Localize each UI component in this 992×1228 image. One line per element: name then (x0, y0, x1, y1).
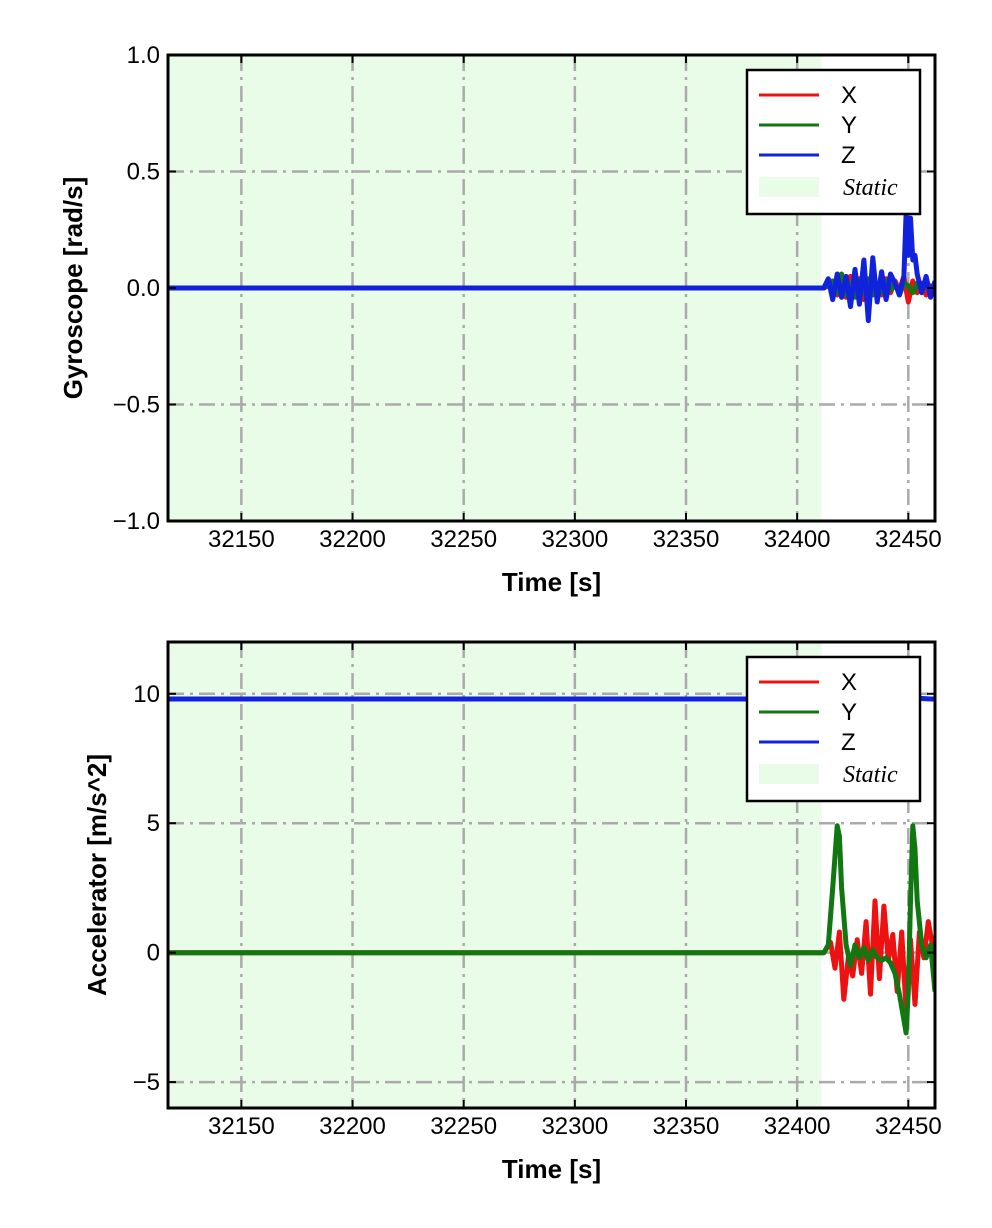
y-tick-label: −0.5 (113, 392, 160, 419)
x-tick-label: 32250 (430, 526, 497, 553)
y-tick-label: 5 (147, 810, 160, 837)
legend-label-static: Static (843, 175, 898, 201)
tick-marks (168, 54, 935, 522)
x-tick-label: 32450 (875, 1113, 942, 1140)
x-tick-label: 32300 (541, 526, 608, 553)
y-tick-label: 1.0 (127, 42, 160, 69)
legend-label-x: X (841, 669, 857, 696)
x-tick-label: 32350 (653, 1113, 720, 1140)
x-tick-labels: 32150 32200 32250 32300 32350 32400 3245… (208, 526, 942, 553)
x-axis-label: Time [s] (502, 567, 601, 597)
legend: X Y Z Static (745, 68, 922, 216)
axes-frame (166, 640, 937, 1110)
legend-label-z: Z (841, 729, 856, 756)
y-tick-label: 0.0 (127, 275, 160, 302)
accelerometer-chart: 32150 32200 32250 32300 32350 32400 3245… (82, 640, 942, 1184)
y-tick-label: 10 (133, 681, 160, 708)
legend-label-y: Y (841, 112, 857, 139)
y-tick-labels: −1.0 −0.5 0.0 0.5 1.0 (113, 42, 160, 535)
x-tick-label: 32450 (875, 526, 942, 553)
legend-label-x: X (841, 82, 857, 109)
legend-label-y: Y (841, 699, 857, 726)
y-tick-label: 0.5 (127, 159, 160, 186)
y-tick-label: −1.0 (113, 508, 160, 535)
legend-label-z: Z (841, 142, 856, 169)
gyroscope-chart: 32150 32200 32250 32300 32350 32400 3245… (58, 42, 942, 597)
legend: X Y Z Static (745, 655, 922, 803)
series-line-x (168, 898, 935, 1013)
y-axis-label: Gyroscope [rad/s] (58, 177, 88, 400)
x-tick-label: 32150 (208, 1113, 275, 1140)
x-tick-labels: 32150 32200 32250 32300 32350 32400 3245… (208, 1113, 942, 1140)
y-tick-label: 0 (147, 940, 160, 967)
tick-marks (168, 642, 935, 1108)
y-axis-label: Accelerator [m/s^2] (82, 754, 112, 996)
plot-lines (168, 210, 935, 324)
legend-label-static: Static (843, 762, 898, 788)
x-tick-label: 32400 (764, 1113, 831, 1140)
x-tick-label: 32250 (430, 1113, 497, 1140)
y-tick-labels: −5 0 5 10 (133, 681, 160, 1096)
x-tick-label: 32200 (319, 526, 386, 553)
x-tick-label: 32300 (541, 1113, 608, 1140)
x-tick-label: 32150 (208, 526, 275, 553)
x-tick-label: 32200 (319, 1113, 386, 1140)
x-axis-label: Time [s] (502, 1154, 601, 1184)
static-region (168, 642, 822, 1108)
series-line-z (168, 210, 935, 324)
legend-patch-static (759, 177, 819, 197)
x-tick-label: 32400 (764, 526, 831, 553)
series-line-y (168, 823, 935, 1036)
x-tick-label: 32350 (653, 526, 720, 553)
legend-patch-static (759, 764, 819, 784)
y-tick-label: −5 (133, 1069, 160, 1096)
